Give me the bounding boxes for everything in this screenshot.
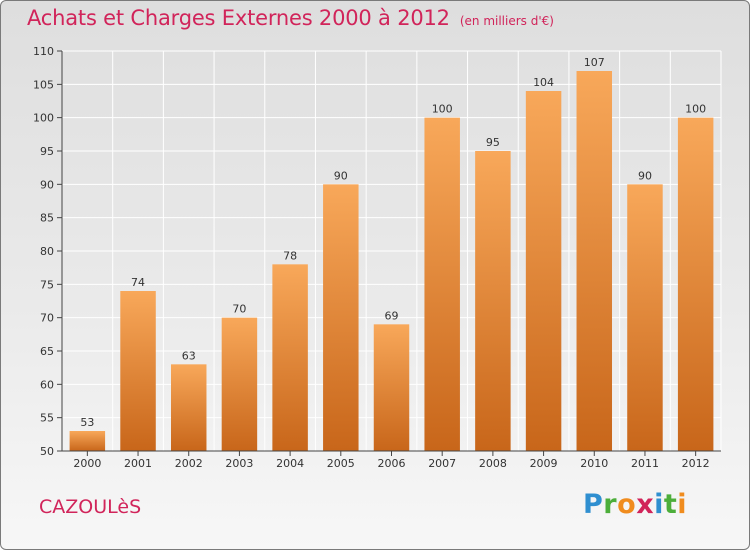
y-tick-label: 85 <box>40 212 54 225</box>
bar[interactable] <box>170 364 207 451</box>
y-tick-label: 65 <box>40 345 54 358</box>
logo-letter: t <box>663 489 678 520</box>
bar-value-label: 53 <box>80 416 94 429</box>
x-tick-label: 2001 <box>124 457 152 470</box>
x-tick-label: 2002 <box>175 457 203 470</box>
logo-letter: o <box>617 489 637 520</box>
bar[interactable] <box>272 264 308 451</box>
x-tick-label: 2007 <box>428 457 456 470</box>
y-tick-label: 75 <box>40 278 54 291</box>
chart-title-block: Achats et Charges Externes 2000 à 2012 (e… <box>27 6 554 30</box>
y-tick-label: 95 <box>40 145 54 158</box>
bar-value-label: 70 <box>232 303 246 316</box>
logo-letter: r <box>603 489 618 520</box>
bar-value-label: 100 <box>685 103 706 116</box>
x-tick-label: 2011 <box>631 457 659 470</box>
bar[interactable] <box>525 91 562 451</box>
x-tick-label: 2009 <box>530 457 558 470</box>
bars <box>69 71 714 452</box>
bar[interactable] <box>120 291 156 451</box>
y-tick-label: 110 <box>33 45 54 58</box>
x-tick-label: 2004 <box>276 457 304 470</box>
bar[interactable] <box>576 71 613 451</box>
bar[interactable] <box>677 117 714 452</box>
bar[interactable] <box>221 317 258 451</box>
y-tick-label: 70 <box>40 312 54 325</box>
proxiti-logo[interactable]: Proxiti <box>583 489 687 520</box>
y-tick-label: 100 <box>33 112 54 125</box>
bar[interactable] <box>627 184 663 452</box>
bar[interactable] <box>323 184 359 452</box>
bar-value-label: 104 <box>533 76 554 89</box>
x-tick-label: 2003 <box>225 457 253 470</box>
bar-value-label: 69 <box>385 309 399 322</box>
axes <box>57 50 721 456</box>
y-tick-label: 50 <box>40 445 54 458</box>
bar-value-label: 63 <box>182 349 196 362</box>
bar-value-label: 100 <box>432 103 453 116</box>
bar-value-label: 90 <box>638 169 652 182</box>
logo-letter: i <box>654 489 664 520</box>
logo-letter: P <box>583 489 604 520</box>
bar-value-label: 78 <box>283 249 297 262</box>
x-tick-label: 2008 <box>479 457 507 470</box>
bar-value-label: 90 <box>334 169 348 182</box>
y-tick-label: 105 <box>33 78 54 91</box>
bar-value-label: 74 <box>131 276 145 289</box>
x-tick-label: 2006 <box>378 457 406 470</box>
x-tick-label: 2005 <box>327 457 355 470</box>
bar[interactable] <box>69 431 106 451</box>
chart-subtitle: (en milliers d'€) <box>459 14 554 28</box>
bar[interactable] <box>475 151 511 451</box>
y-tick-label: 80 <box>40 245 54 258</box>
x-tick-label: 2010 <box>580 457 608 470</box>
y-tick-label: 60 <box>40 378 54 391</box>
logo-letter: i <box>677 489 688 520</box>
bar[interactable] <box>424 117 460 452</box>
logo-letter: x <box>636 489 655 520</box>
y-tick-label: 55 <box>40 412 54 425</box>
bar[interactable] <box>373 324 410 451</box>
x-tick-label: 2012 <box>682 457 710 470</box>
chart-title: Achats et Charges Externes 2000 à 2012 <box>27 6 450 30</box>
bar-value-label: 95 <box>486 136 500 149</box>
commune-name: CAZOULèS <box>39 496 142 518</box>
bar-value-label: 107 <box>584 56 605 69</box>
y-tick-label: 90 <box>40 178 54 191</box>
x-tick-label: 2000 <box>73 457 101 470</box>
tick-labels: 50 55 60 65 70 75 80 85 90 95 100 105 110 53 2000 74 200… <box>33 45 710 470</box>
